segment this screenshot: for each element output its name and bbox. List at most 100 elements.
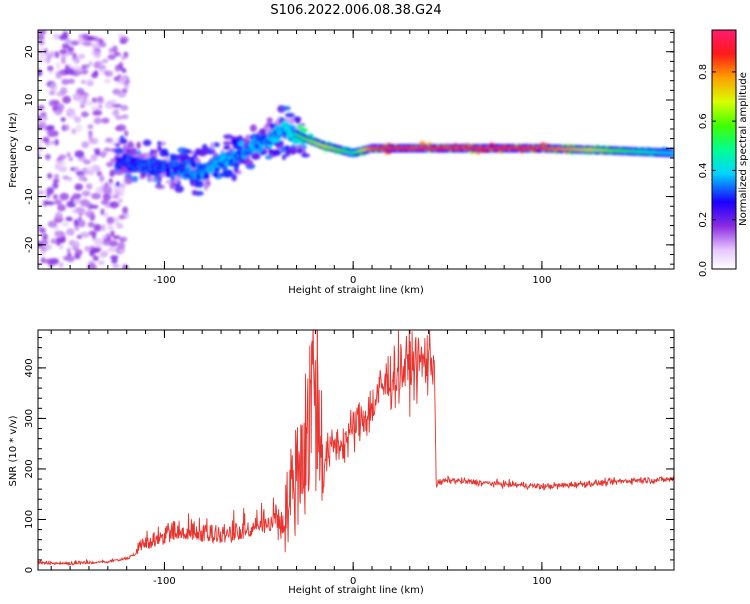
heat-cell <box>100 208 105 216</box>
heat-cell <box>60 87 68 95</box>
heat-cell <box>91 264 97 269</box>
heat-cell <box>173 178 179 184</box>
heat-cell <box>157 145 162 152</box>
heat-cell <box>65 216 73 222</box>
heat-cell <box>102 193 112 201</box>
heat-cell <box>38 139 43 144</box>
heat-cell <box>38 69 43 77</box>
heat-cell <box>159 141 167 146</box>
y-tick-label: -10 <box>24 188 35 204</box>
heat-cell <box>58 166 68 173</box>
heat-cell <box>94 151 101 156</box>
heat-cell <box>121 68 127 74</box>
heat-cell <box>85 183 93 190</box>
heat-cell <box>223 134 234 140</box>
y-tick-label: 0 <box>24 145 35 151</box>
heat-cell <box>42 115 48 121</box>
heat-cell <box>101 240 112 246</box>
colorbar-label: Normalized spectral amplitude <box>738 72 749 226</box>
heat-cell <box>297 147 303 154</box>
heat-cell <box>60 56 66 65</box>
heat-cell <box>74 150 85 158</box>
heat-cell <box>124 84 129 89</box>
heat-cell <box>61 221 69 227</box>
heat-cell <box>52 194 59 200</box>
heat-cell <box>159 149 167 157</box>
heat-cell <box>222 169 232 178</box>
heat-cell <box>72 93 82 101</box>
heat-cell <box>38 190 45 195</box>
heat-cell <box>201 144 208 151</box>
heat-cell <box>119 76 128 83</box>
heat-cell <box>93 61 101 69</box>
heat-cell <box>116 223 124 229</box>
heat-cell <box>62 175 69 180</box>
heat-cell <box>282 154 286 161</box>
heat-cell <box>88 138 98 144</box>
heat-cell <box>82 41 93 47</box>
figure-title: S106.2022.006.08.38.G24 <box>270 3 441 18</box>
heat-cell <box>91 97 97 103</box>
heat-cell <box>64 124 70 131</box>
heat-cell <box>93 117 103 125</box>
heat-cell <box>104 103 112 109</box>
heat-cell <box>114 67 121 72</box>
heat-cell <box>203 183 209 191</box>
heat-cell <box>38 262 42 268</box>
x-tick-label: 100 <box>532 576 551 587</box>
heat-cell <box>38 30 47 35</box>
heat-cell <box>111 258 118 264</box>
heat-cell <box>107 247 117 253</box>
heat-cell <box>212 172 219 178</box>
heat-cell <box>55 71 61 76</box>
heat-cell <box>47 65 54 72</box>
heat-cell <box>60 117 66 122</box>
heat-cell <box>57 204 66 212</box>
heat-cell <box>94 240 103 247</box>
heat-cell <box>45 154 50 161</box>
heat-cell <box>54 211 63 220</box>
heat-cell <box>73 219 79 227</box>
heat-cell <box>49 82 58 91</box>
heat-cell <box>40 239 49 246</box>
x-tick-label: 0 <box>350 576 356 587</box>
heat-cell <box>88 132 93 141</box>
heat-cell <box>105 161 114 168</box>
heat-cell <box>66 228 75 236</box>
heat-cell <box>90 154 98 162</box>
heat-cell <box>47 173 53 179</box>
heat-cell <box>93 224 102 232</box>
snr-ylabel: SNR (10 * v/v) <box>8 415 19 486</box>
heat-cell <box>67 46 74 53</box>
colorbar-tick-label: 0.0 <box>698 261 709 277</box>
heat-cell <box>264 126 272 132</box>
y-tick-label: 200 <box>24 459 35 478</box>
heat-cell <box>284 145 290 151</box>
heat-cell <box>112 235 121 240</box>
heat-cell <box>52 33 61 40</box>
heat-cell <box>58 262 64 268</box>
heat-cell <box>113 108 120 117</box>
heat-cell <box>268 148 274 155</box>
heat-cell <box>93 50 102 59</box>
heat-cell <box>284 112 295 118</box>
heat-cell <box>130 147 137 155</box>
heat-cell <box>109 201 119 209</box>
colorbar-tick-label: 0.6 <box>698 113 709 129</box>
heat-cell <box>68 156 74 162</box>
heat-cell <box>59 192 69 201</box>
heat-cell <box>78 66 83 72</box>
snr-xlabel: Height of straight line (km) <box>288 585 424 596</box>
heat-cell <box>77 53 86 60</box>
heat-cell <box>47 220 58 228</box>
heat-cell <box>280 145 286 154</box>
heat-cell <box>190 180 196 187</box>
heat-cell <box>88 61 93 66</box>
heat-cell <box>46 129 56 138</box>
heat-cell <box>136 153 147 159</box>
heat-cell <box>38 47 44 53</box>
heat-cell <box>121 114 129 120</box>
heat-cell <box>52 178 60 183</box>
heat-cell <box>73 116 82 123</box>
